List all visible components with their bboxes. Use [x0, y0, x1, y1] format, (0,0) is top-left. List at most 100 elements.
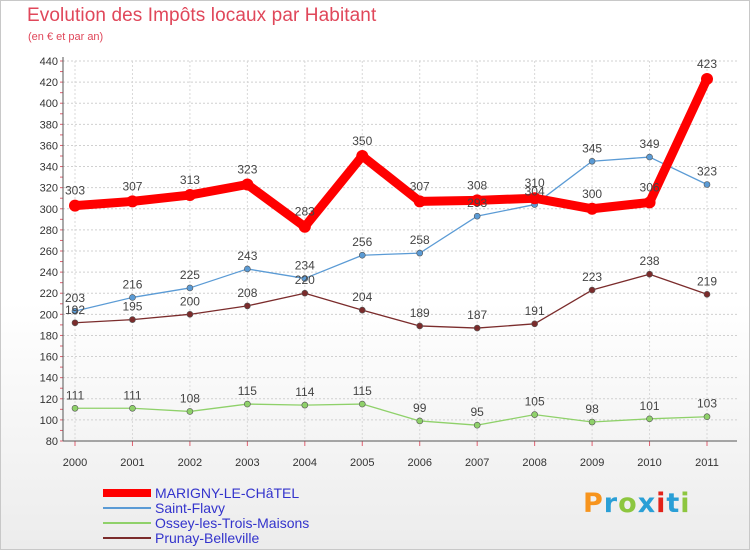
data-label: 323: [697, 165, 717, 179]
data-label: 307: [122, 179, 142, 193]
data-label: 187: [467, 308, 487, 322]
data-label: 225: [180, 268, 200, 282]
data-label: 101: [640, 399, 660, 413]
data-point: [244, 265, 251, 273]
y-tick-label: 360: [40, 140, 58, 152]
y-tick-label: 140: [40, 373, 58, 385]
data-label: 300: [582, 187, 602, 201]
x-tick-label: 2007: [465, 457, 489, 469]
y-tick-label: 380: [40, 119, 58, 131]
data-label: 243: [237, 249, 257, 263]
data-label: 105: [525, 395, 545, 409]
data-label: 310: [525, 176, 545, 190]
data-point: [129, 404, 136, 412]
series-lines: [69, 72, 713, 429]
y-tick-label: 80: [46, 436, 58, 448]
series-line-prunay-belleville: [74, 273, 708, 329]
chart-title: Evolution des Impôts locaux par Habitant: [27, 5, 377, 26]
y-tick-label: 420: [40, 77, 58, 89]
data-label: 95: [471, 405, 485, 419]
y-tick-label: 120: [40, 394, 58, 406]
y-tick-label: 200: [40, 309, 58, 321]
y-tick-label: 160: [40, 352, 58, 364]
legend: MARIGNY-LE-CHâTELSaint-FlavyOssey-les-Tr…: [103, 485, 309, 546]
data-point: [528, 192, 541, 205]
data-point: [531, 320, 538, 328]
y-tick-label: 320: [40, 183, 58, 195]
data-label: 203: [65, 291, 85, 305]
legend-label: MARIGNY-LE-CHâTEL: [155, 485, 299, 501]
logo-letter: i: [680, 488, 691, 519]
data-point: [588, 157, 596, 165]
data-point: [416, 249, 424, 257]
data-point: [643, 196, 656, 209]
data-label: 195: [122, 300, 142, 314]
axes: 80 100 120 140 160 180 200 220 240 260 280 300 320 34…: [40, 56, 737, 469]
y-tick-label: 440: [40, 56, 58, 68]
data-label: 258: [410, 233, 430, 247]
data-label: 200: [180, 294, 200, 308]
y-tick-label: 400: [40, 98, 58, 110]
data-point: [646, 270, 653, 278]
data-label: 349: [640, 137, 660, 151]
data-point: [244, 302, 251, 310]
data-point: [129, 294, 136, 301]
data-label: 99: [413, 401, 427, 415]
x-tick-label: 2009: [580, 457, 604, 469]
data-label: 304: [525, 185, 545, 199]
y-tick-label: 260: [40, 246, 58, 258]
grid: [63, 60, 737, 442]
data-point: [69, 199, 81, 212]
chart-subtitle: (en € et par an): [28, 31, 104, 43]
x-tick-label: 2003: [235, 457, 259, 469]
logo-letter: i: [656, 488, 667, 519]
data-label: 313: [180, 173, 200, 187]
data-label: 115: [353, 384, 372, 398]
data-label: 115: [238, 384, 257, 398]
data-label: 350: [352, 134, 372, 148]
data-point: [186, 311, 194, 318]
data-point: [703, 290, 711, 298]
data-label: 216: [122, 277, 142, 291]
data-label: 219: [697, 274, 717, 288]
legend-label: Saint-Flavy: [155, 500, 225, 516]
logo-letter: x: [637, 488, 657, 519]
data-point: [126, 195, 139, 208]
data-point: [646, 153, 653, 161]
data-point: [71, 319, 79, 327]
y-tick-label: 340: [40, 162, 58, 174]
proxiti-logo: Proxiti: [583, 488, 691, 519]
series-line-marigny-le-ch-tel: [70, 74, 712, 232]
data-point: [588, 418, 596, 426]
data-label: 108: [180, 391, 200, 405]
x-tick-label: 2001: [120, 457, 144, 469]
data-point: [301, 275, 309, 282]
data-point: [588, 286, 596, 294]
data-point: [298, 220, 311, 233]
data-point: [646, 415, 653, 423]
x-tick-label: 2004: [293, 457, 317, 469]
data-point: [703, 413, 711, 421]
legend-label: Prunay-Belleville: [155, 530, 259, 546]
data-point: [416, 322, 424, 330]
x-tick-label: 2011: [695, 457, 719, 469]
y-tick-label: 280: [40, 225, 58, 237]
x-tick-label: 2008: [522, 457, 546, 469]
data-point: [183, 189, 196, 202]
data-label: 283: [295, 205, 315, 219]
logo-letter: t: [666, 488, 681, 519]
data-label: 238: [640, 254, 660, 268]
data-point: [473, 324, 481, 332]
data-label: 423: [697, 57, 717, 71]
data-label: 192: [65, 303, 85, 317]
y-tick-label: 240: [40, 267, 58, 279]
data-label: 256: [352, 235, 372, 249]
legend-label: Ossey-les-Trois-Maisons: [155, 515, 309, 531]
data-label: 293: [467, 196, 487, 210]
data-point: [358, 251, 366, 259]
data-label: 189: [410, 306, 430, 320]
y-tick-label: 100: [40, 415, 58, 427]
data-point: [701, 72, 713, 85]
